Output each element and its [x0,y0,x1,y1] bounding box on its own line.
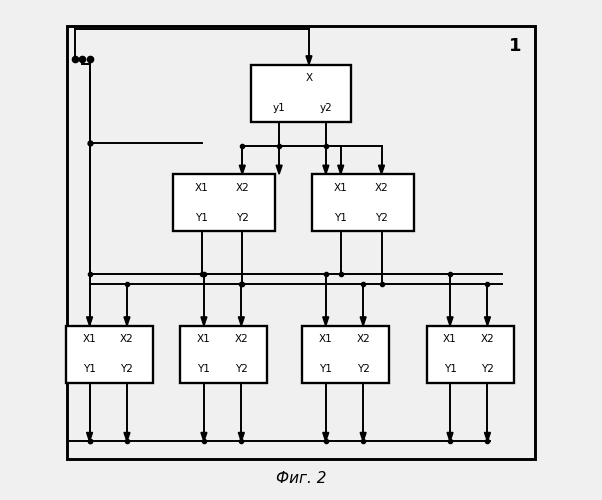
Polygon shape [201,317,207,326]
Text: X2: X2 [234,334,248,344]
Polygon shape [276,165,282,174]
Polygon shape [239,165,245,174]
Text: Y1: Y1 [444,364,456,374]
Bar [302,326,389,383]
Text: Y2: Y2 [375,213,388,223]
Polygon shape [360,317,366,326]
Bar [67,26,535,459]
Text: X1: X1 [334,183,347,193]
Text: X: X [305,74,312,84]
Text: Y2: Y2 [481,364,494,374]
Polygon shape [124,317,130,326]
Text: X2: X2 [120,334,134,344]
Text: Y1: Y1 [195,213,208,223]
Text: X1: X1 [197,334,211,344]
Text: X1: X1 [82,334,96,344]
Text: X2: X2 [235,183,249,193]
Bar [173,174,275,232]
Polygon shape [238,317,244,326]
Polygon shape [87,432,93,442]
Text: Y2: Y2 [357,364,370,374]
Text: Y2: Y2 [236,213,249,223]
Text: X1: X1 [194,183,208,193]
Bar [251,65,351,122]
Polygon shape [124,432,130,442]
Text: Y1: Y1 [319,364,332,374]
Polygon shape [338,165,344,174]
Polygon shape [447,432,453,442]
Text: Фиг. 2: Фиг. 2 [276,471,326,486]
Text: Y1: Y1 [197,364,210,374]
Text: X2: X2 [374,183,388,193]
Text: y2: y2 [320,104,332,114]
Bar [312,174,414,232]
Polygon shape [379,165,385,174]
Text: Y1: Y1 [83,364,96,374]
Polygon shape [323,165,329,174]
Text: y1: y1 [273,104,285,114]
Text: X1: X1 [319,334,333,344]
Text: X2: X2 [356,334,370,344]
Polygon shape [323,317,329,326]
Polygon shape [201,432,207,442]
Polygon shape [485,432,491,442]
Bar [66,326,153,383]
Polygon shape [485,317,491,326]
Polygon shape [360,432,366,442]
Polygon shape [306,56,312,65]
Text: Y2: Y2 [235,364,248,374]
Polygon shape [87,317,93,326]
Text: Y2: Y2 [120,364,134,374]
Polygon shape [447,317,453,326]
Polygon shape [238,432,244,442]
Text: 1: 1 [509,37,521,55]
Text: X1: X1 [443,334,457,344]
Bar [181,326,267,383]
Text: X2: X2 [480,334,494,344]
Bar [427,326,514,383]
Text: Y1: Y1 [334,213,347,223]
Polygon shape [323,432,329,442]
